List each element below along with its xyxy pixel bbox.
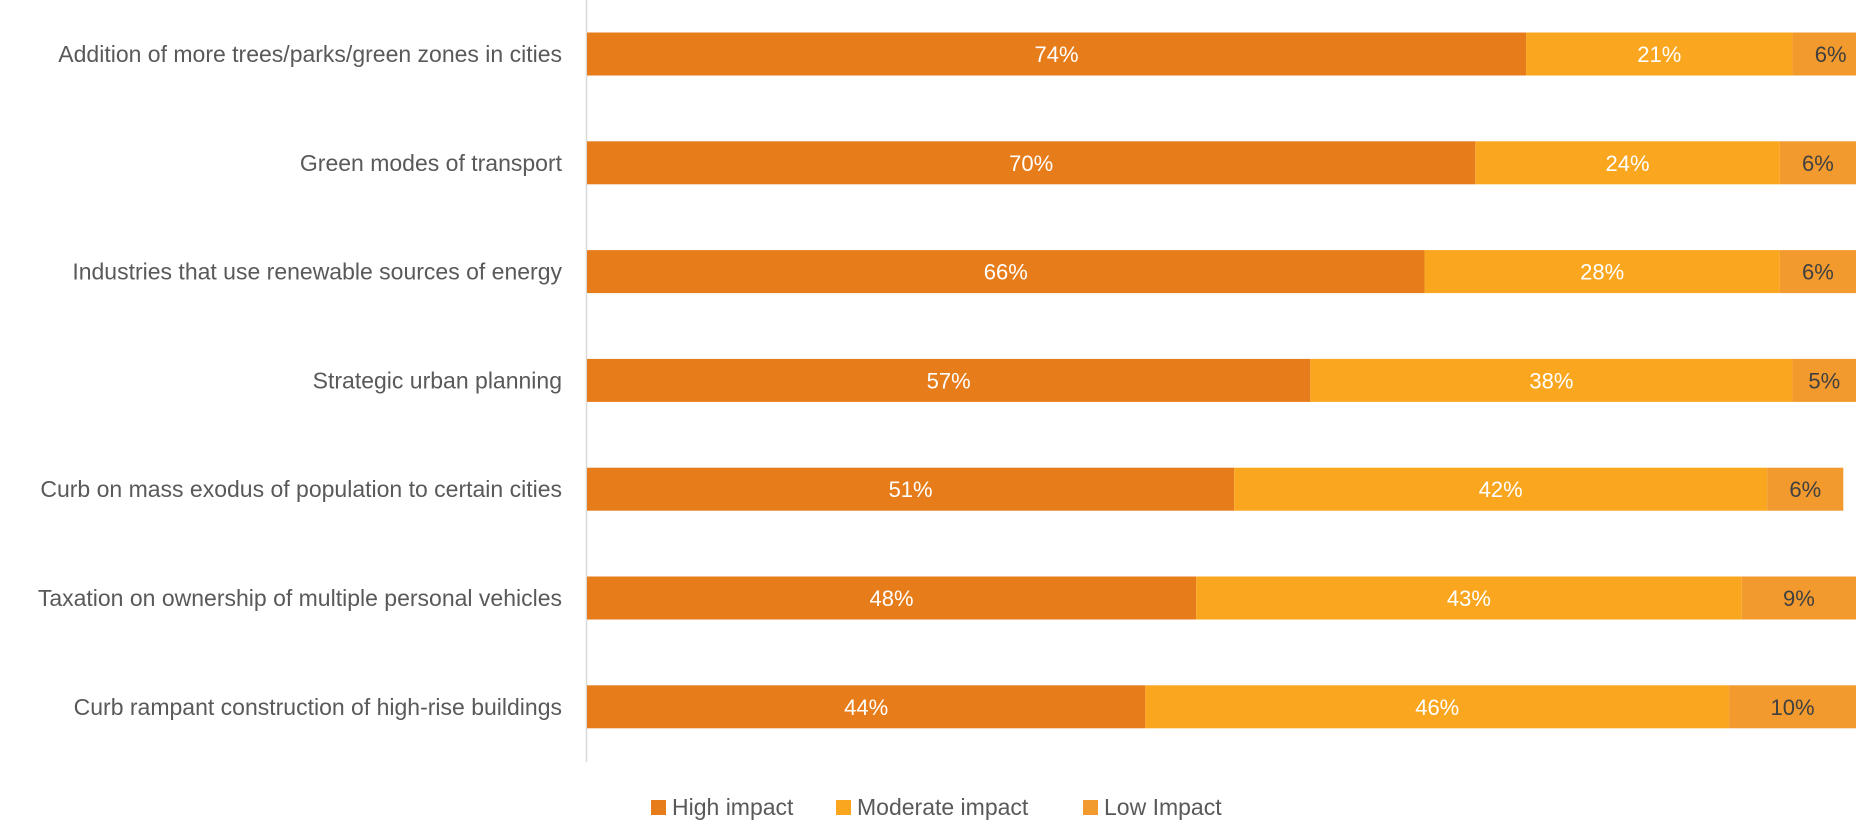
data-label: 6% xyxy=(1815,42,1847,67)
bar-segment-low-impact xyxy=(1767,467,1844,511)
legend: High impact Moderate impact Low Impact xyxy=(651,794,1222,820)
data-label: 9% xyxy=(1783,586,1815,611)
data-label: 46% xyxy=(1415,695,1459,720)
data-label: 10% xyxy=(1771,695,1815,720)
category-label: Curb on mass exodus of population to cer… xyxy=(40,476,562,502)
category-label: Addition of more trees/parks/green zones… xyxy=(58,41,562,67)
data-label: 5% xyxy=(1808,368,1840,393)
bar-segment-high-impact xyxy=(587,358,1311,402)
data-label: 44% xyxy=(844,695,888,720)
bars-group: 74% 21% 6% 70% 24% 6% 66% 28% 6% 57% 38% 5% 51% 42% 6%… xyxy=(587,32,1856,729)
bar-segment-moderate-impact xyxy=(1475,141,1780,185)
bar-segment-moderate-impact xyxy=(1526,32,1793,76)
bar-segment-moderate-impact xyxy=(1424,250,1780,294)
category-label: Industries that use renewable sources of… xyxy=(72,259,562,285)
data-label: 70% xyxy=(1009,151,1053,176)
data-label: 42% xyxy=(1479,477,1523,502)
bar-segment-moderate-impact xyxy=(1234,467,1768,511)
bar-segment-low-impact xyxy=(1779,250,1856,294)
legend-label: Moderate impact xyxy=(857,794,1029,820)
bar-segment-high-impact xyxy=(587,685,1146,729)
legend-swatch xyxy=(651,800,666,815)
bar-segment-moderate-impact xyxy=(1196,576,1742,620)
data-label: 57% xyxy=(927,368,971,393)
legend-swatch xyxy=(836,800,851,815)
bar-segment-high-impact xyxy=(587,32,1527,76)
bar-segment-high-impact xyxy=(587,141,1476,185)
legend-swatch xyxy=(1083,800,1098,815)
bar-segment-low-impact xyxy=(1741,576,1856,620)
category-labels: Addition of more trees/parks/green zones… xyxy=(38,41,563,720)
data-label: 6% xyxy=(1802,260,1834,285)
data-label: 28% xyxy=(1580,260,1624,285)
bar-segment-low-impact xyxy=(1792,358,1856,402)
category-label: Green modes of transport xyxy=(300,150,563,176)
data-label: 43% xyxy=(1447,586,1491,611)
bar-segment-high-impact xyxy=(587,250,1425,294)
data-label: 38% xyxy=(1529,368,1573,393)
bar-segment-moderate-impact xyxy=(1145,685,1730,729)
category-label: Taxation on ownership of multiple person… xyxy=(38,585,562,611)
data-label: 48% xyxy=(870,586,914,611)
bar-segment-high-impact xyxy=(587,467,1235,511)
category-label: Curb rampant construction of high-rise b… xyxy=(74,694,562,720)
bar-segment-low-impact xyxy=(1779,141,1856,185)
data-label: 6% xyxy=(1789,477,1821,502)
bar-segment-low-impact xyxy=(1792,32,1856,76)
legend-label: High impact xyxy=(672,794,794,820)
bar-segment-low-impact xyxy=(1729,685,1856,729)
bar-segment-moderate-impact xyxy=(1310,358,1793,402)
category-label: Strategic urban planning xyxy=(313,367,562,393)
data-label: 74% xyxy=(1035,42,1079,67)
legend-label: Low Impact xyxy=(1104,794,1222,820)
data-label: 51% xyxy=(889,477,933,502)
data-label: 66% xyxy=(984,260,1028,285)
data-label: 24% xyxy=(1606,151,1650,176)
data-label: 6% xyxy=(1802,151,1834,176)
data-label: 21% xyxy=(1637,42,1681,67)
bar-segment-high-impact xyxy=(587,576,1197,620)
